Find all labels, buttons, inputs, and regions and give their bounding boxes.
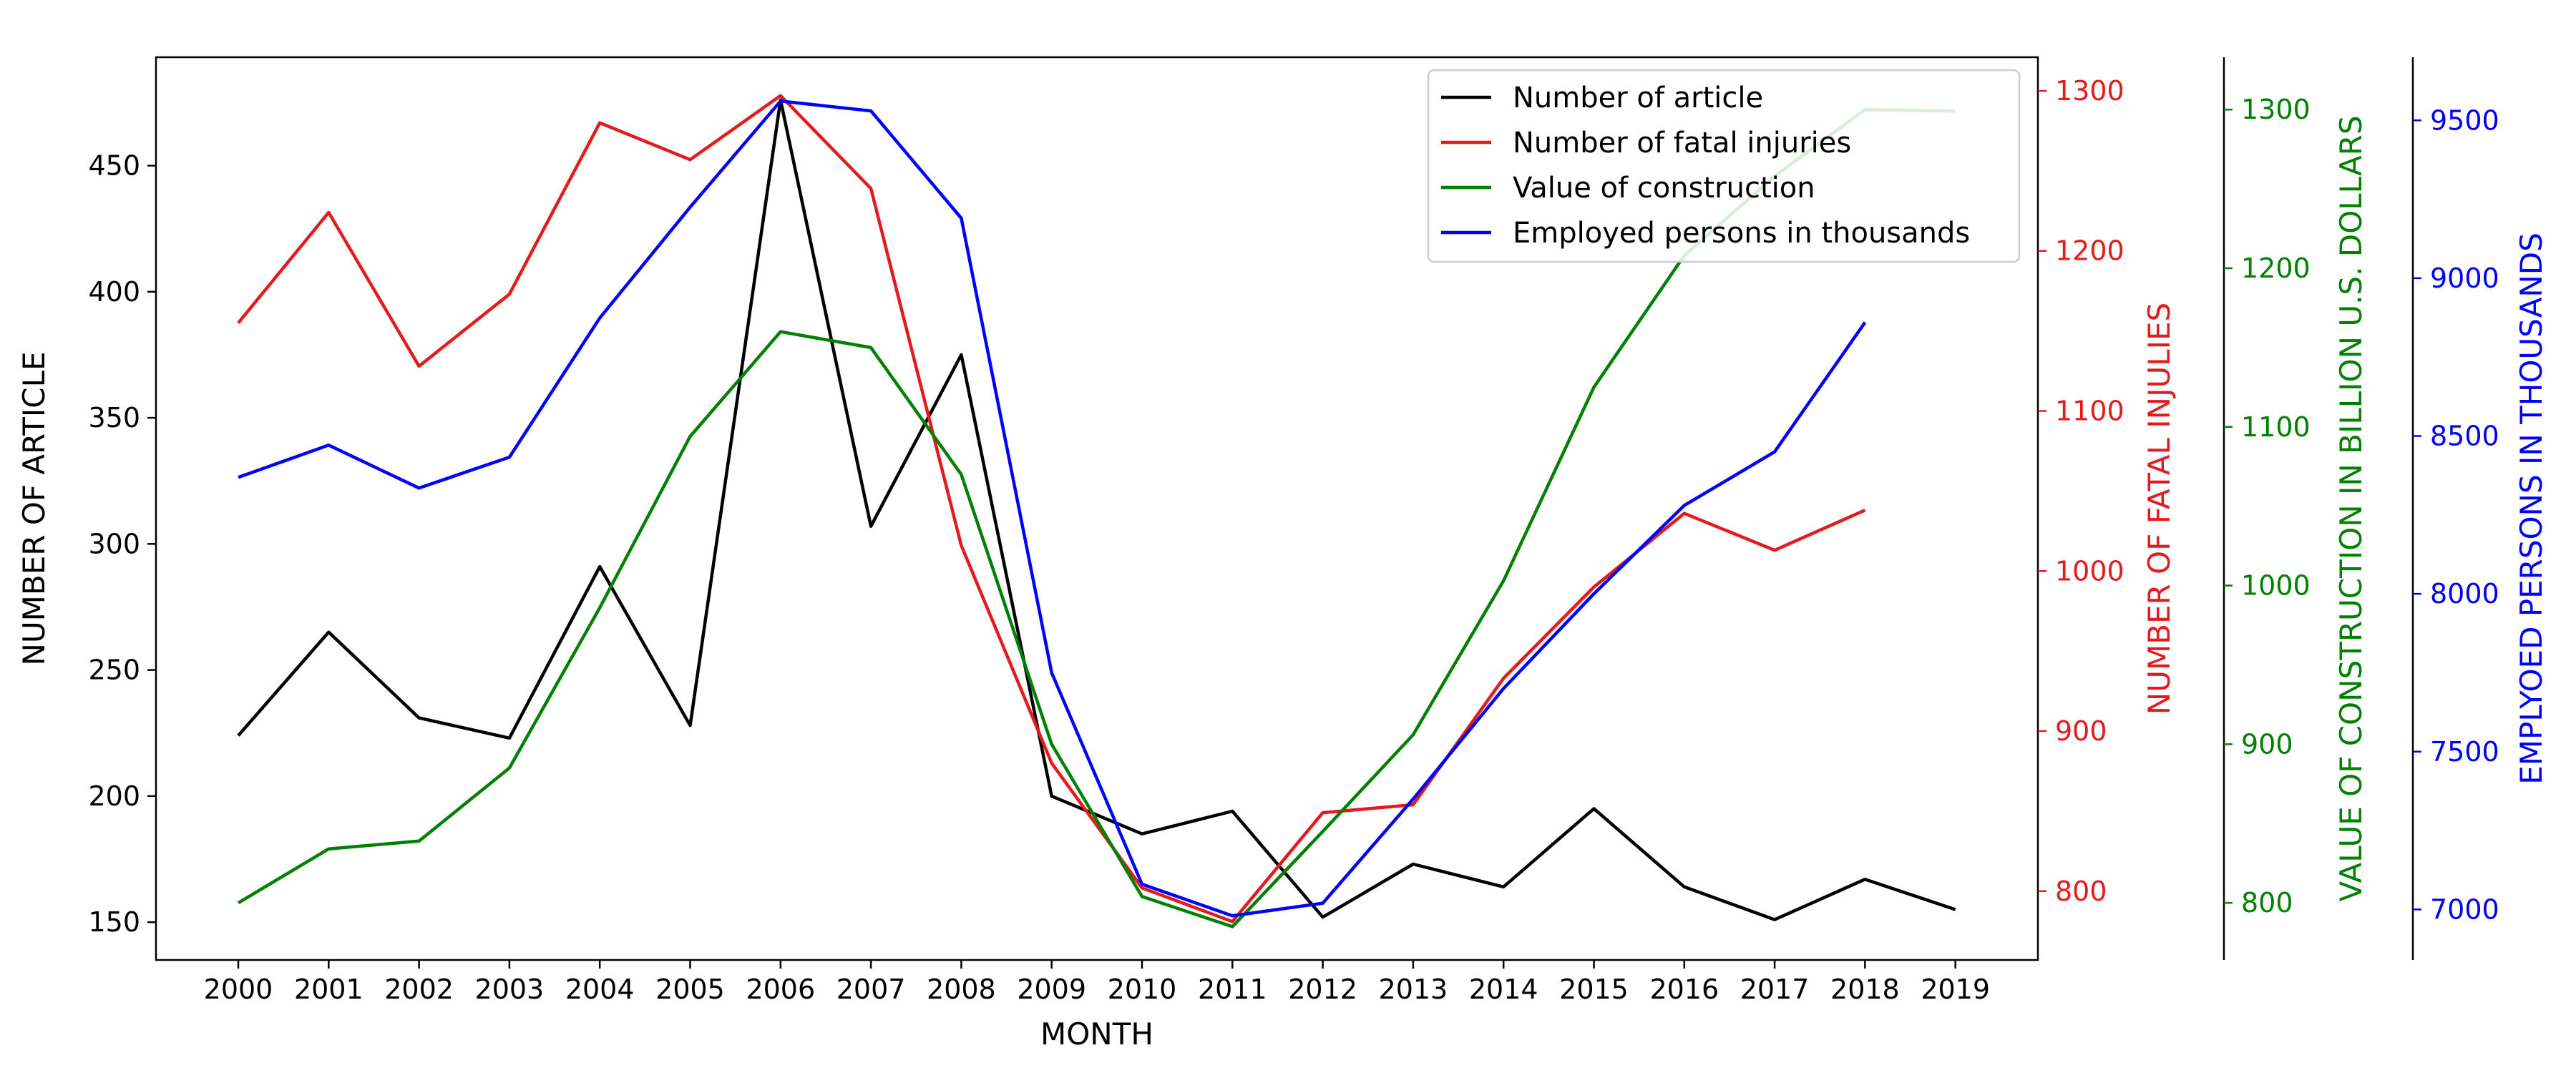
plot-frame: [155, 56, 2039, 961]
axes-layer: 2000 2001 2002 2003 2004 2005 2006 2007 2008 2009…: [16, 56, 2549, 1052]
y-tick-label-construction: 1300: [2241, 94, 2311, 125]
y-tick-label-construction: 900: [2241, 728, 2293, 760]
x-tick-label: 2003: [475, 974, 545, 1005]
y-tick-label-employed: 7000: [2430, 893, 2499, 925]
y-tick-label-construction: 1100: [2241, 411, 2311, 443]
x-tick-label: 2007: [836, 974, 906, 1005]
x-tick-label: 2014: [1469, 974, 1538, 1005]
y-tick-label-articles: 150: [88, 906, 140, 938]
x-tick-label: 2004: [565, 974, 635, 1005]
y-tick-label-articles: 450: [88, 150, 140, 182]
y-tick-label-fatal: 1000: [2055, 555, 2124, 587]
x-tick-label: 2001: [294, 974, 364, 1005]
x-tick-label: 2008: [927, 974, 996, 1005]
legend-label: Employed persons in thousands: [1513, 217, 1970, 250]
series-line-3: [238, 99, 1867, 918]
x-tick-label: 2017: [1740, 974, 1810, 1005]
x-axis-title: MONTH: [1040, 1016, 1153, 1052]
x-tick-label: 2005: [655, 974, 725, 1005]
y-tick-label-employed: 9500: [2430, 104, 2499, 136]
y-axis-title-employed: EMPLYOED PERSONS IN THOUSANDS: [2514, 232, 2549, 785]
x-tick-label: 2009: [1017, 974, 1086, 1005]
x-tick-label: 2002: [384, 974, 454, 1005]
y-axis-title-fatal: NUMBER OF FATAL INJULIES: [2142, 303, 2177, 715]
x-tick-label: 2006: [746, 974, 815, 1005]
y-tick-label-employed: 8000: [2430, 578, 2499, 609]
legend-label: Number of fatal injuries: [1513, 127, 1851, 160]
y-tick-label-construction: 800: [2241, 887, 2293, 918]
series-line-2: [237, 107, 1956, 929]
series-layer: [237, 94, 1956, 929]
series-line-1: [237, 94, 1866, 923]
y-tick-label-fatal: 1200: [2055, 235, 2124, 267]
x-tick-label: 2000: [204, 974, 273, 1005]
y-axis-title-articles: NUMBER OF ARTICLE: [16, 351, 52, 665]
y-tick-label-employed: 9000: [2430, 263, 2499, 294]
y-tick-label-articles: 400: [88, 276, 140, 308]
y-tick-label-articles: 300: [88, 528, 140, 559]
y-tick-label-construction: 1000: [2241, 570, 2311, 602]
y-tick-label-fatal: 1300: [2055, 75, 2124, 107]
y-tick-label-fatal: 1100: [2055, 396, 2124, 427]
series-line-0: [237, 98, 1956, 921]
y-tick-label-articles: 250: [88, 655, 140, 686]
y-tick-label-fatal: 900: [2055, 715, 2107, 747]
x-tick-label: 2010: [1108, 974, 1177, 1005]
y-tick-label-articles: 350: [88, 402, 140, 433]
y-tick-label-articles: 200: [88, 780, 140, 812]
x-tick-label: 2013: [1379, 974, 1448, 1005]
x-tick-label: 2011: [1198, 974, 1267, 1005]
y-tick-label-construction: 1200: [2241, 253, 2311, 284]
y-axis-title-construction: VALUE OF CONSTRUCTION IN BILLION U.S. DO…: [2333, 115, 2368, 901]
y-tick-label-employed: 7500: [2430, 736, 2499, 768]
x-tick-label: 2016: [1649, 974, 1719, 1005]
legend-box: [1427, 69, 2021, 263]
legend-label: Value of construction: [1513, 172, 1815, 205]
legend: Number of article Number of fatal injurie…: [1427, 69, 2021, 263]
x-tick-label: 2018: [1830, 974, 1900, 1005]
x-tick-label: 2012: [1288, 974, 1357, 1005]
x-tick-label: 2019: [1921, 974, 1990, 1005]
y-tick-label-fatal: 800: [2055, 876, 2107, 907]
legend-label: Number of article: [1513, 82, 1763, 114]
y-tick-label-employed: 8500: [2430, 421, 2499, 452]
x-tick-label: 2015: [1559, 974, 1629, 1005]
